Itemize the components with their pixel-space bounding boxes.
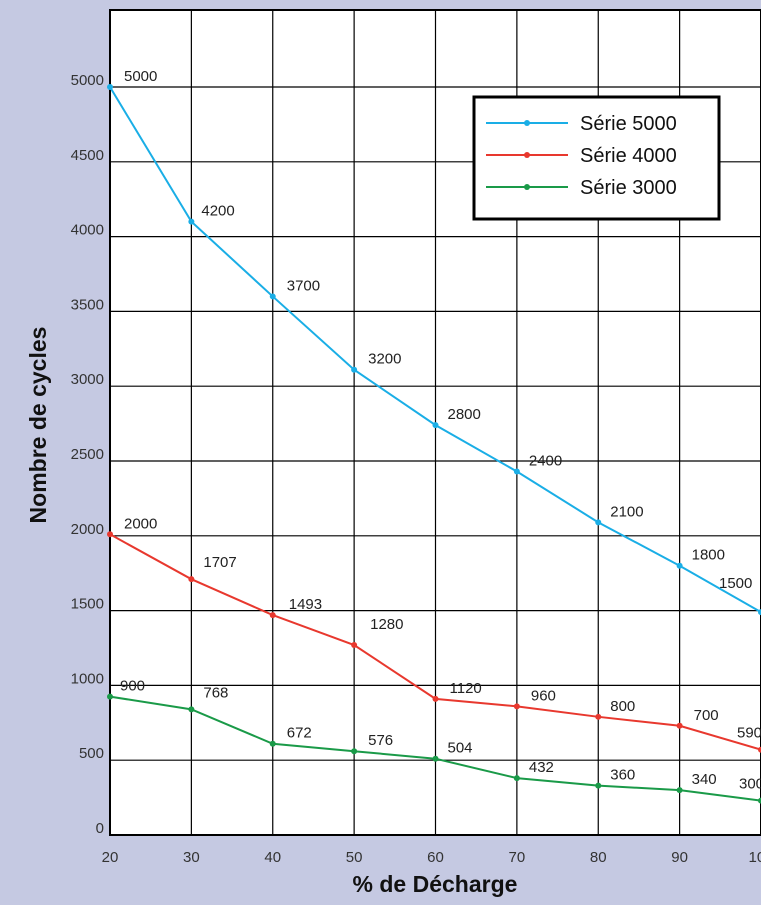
y-tick-label: 1000	[71, 670, 104, 687]
data-label: 504	[448, 740, 473, 757]
data-point	[676, 562, 683, 569]
y-tick-label: 1500	[71, 596, 104, 613]
data-point	[269, 740, 276, 747]
data-label: 960	[531, 687, 556, 704]
y-tick-label: 4000	[71, 222, 104, 239]
data-label: 590	[737, 725, 761, 742]
data-label: 300	[739, 776, 761, 793]
data-point	[107, 531, 113, 538]
data-point	[188, 218, 195, 225]
data-label: 1120	[450, 680, 482, 697]
data-point	[676, 722, 683, 729]
x-tick-label: 100	[748, 849, 761, 866]
series-group	[107, 84, 761, 804]
data-point	[432, 755, 439, 762]
x-tick-label: 60	[427, 849, 444, 866]
x-tick-label: 50	[346, 849, 363, 866]
legend-label: Série 5000	[580, 113, 677, 135]
x-axis-title: % de Décharge	[353, 871, 518, 897]
data-point	[188, 576, 195, 583]
x-tick-label: 30	[183, 849, 200, 866]
data-label: 700	[694, 707, 719, 724]
y-tick-label: 2000	[71, 521, 104, 538]
x-tick-label: 90	[671, 849, 688, 866]
legend-label: Série 3000	[580, 177, 677, 199]
data-point	[432, 422, 439, 429]
data-point	[595, 713, 602, 720]
data-point	[513, 775, 520, 782]
data-label: 1280	[370, 616, 403, 633]
data-label: 900	[120, 678, 145, 695]
data-point	[676, 787, 683, 794]
x-tick-label: 70	[509, 849, 526, 866]
data-point	[107, 84, 113, 90]
data-label: 432	[529, 759, 554, 776]
y-tick-label: 0	[96, 820, 104, 837]
data-point	[513, 468, 520, 475]
y-tick-labels: 0 500 1000 1500 2000 2500 3000 3500 4000 4500 5000	[71, 72, 104, 837]
data-point	[595, 782, 602, 789]
data-label: 2800	[448, 406, 481, 423]
data-label: 800	[610, 698, 635, 715]
data-label: 2100	[610, 503, 643, 520]
data-point	[758, 746, 761, 753]
data-point	[595, 519, 602, 526]
data-label: 1707	[203, 554, 236, 571]
data-point	[758, 609, 761, 616]
data-point	[432, 695, 439, 702]
data-point	[351, 366, 358, 373]
legend-swatch-marker	[524, 184, 530, 190]
y-tick-label: 3500	[71, 296, 104, 313]
legend-box	[472, 95, 721, 221]
data-label: 576	[368, 732, 393, 749]
data-label: 1800	[692, 547, 725, 564]
data-point	[188, 706, 195, 713]
data-point	[269, 293, 276, 300]
data-labels: 5000 4200 3700 3200 2800 2400 2100 1800 1500 2000…	[120, 68, 761, 793]
data-label: 3700	[287, 277, 320, 294]
y-tick-label: 3000	[71, 371, 104, 388]
data-point	[351, 748, 358, 755]
data-label: 672	[287, 725, 312, 742]
data-label: 1500	[719, 575, 752, 592]
y-tick-label: 5000	[71, 72, 104, 89]
data-label: 3200	[368, 351, 401, 368]
data-label: 768	[203, 684, 228, 701]
legend-swatch-marker	[524, 152, 530, 158]
y-tick-label: 4500	[71, 147, 104, 164]
y-tick-label: 2500	[71, 446, 104, 463]
data-label: 2400	[529, 452, 562, 469]
data-label: 360	[610, 767, 635, 784]
y-axis-title: Nombre de cycles	[25, 327, 51, 524]
x-tick-label: 40	[264, 849, 281, 866]
legend-swatch-marker	[524, 120, 530, 126]
legend: Série 5000 Série 4000 Série 3000	[472, 95, 721, 221]
data-point	[107, 693, 113, 700]
x-tick-label: 20	[102, 849, 119, 866]
y-tick-label: 500	[79, 745, 104, 762]
data-point	[351, 642, 358, 649]
data-label: 4200	[201, 203, 234, 220]
data-label: 2000	[124, 515, 157, 532]
x-tick-label: 80	[590, 849, 607, 866]
data-label: 340	[692, 771, 717, 788]
data-point	[269, 612, 276, 619]
x-tick-labels: 20 30 40 50 60 70 80 90 100	[102, 849, 761, 866]
data-point	[758, 797, 761, 804]
data-label: 5000	[124, 68, 157, 85]
data-label: 1493	[289, 596, 322, 613]
legend-label: Série 4000	[580, 145, 677, 167]
data-point	[513, 703, 520, 710]
